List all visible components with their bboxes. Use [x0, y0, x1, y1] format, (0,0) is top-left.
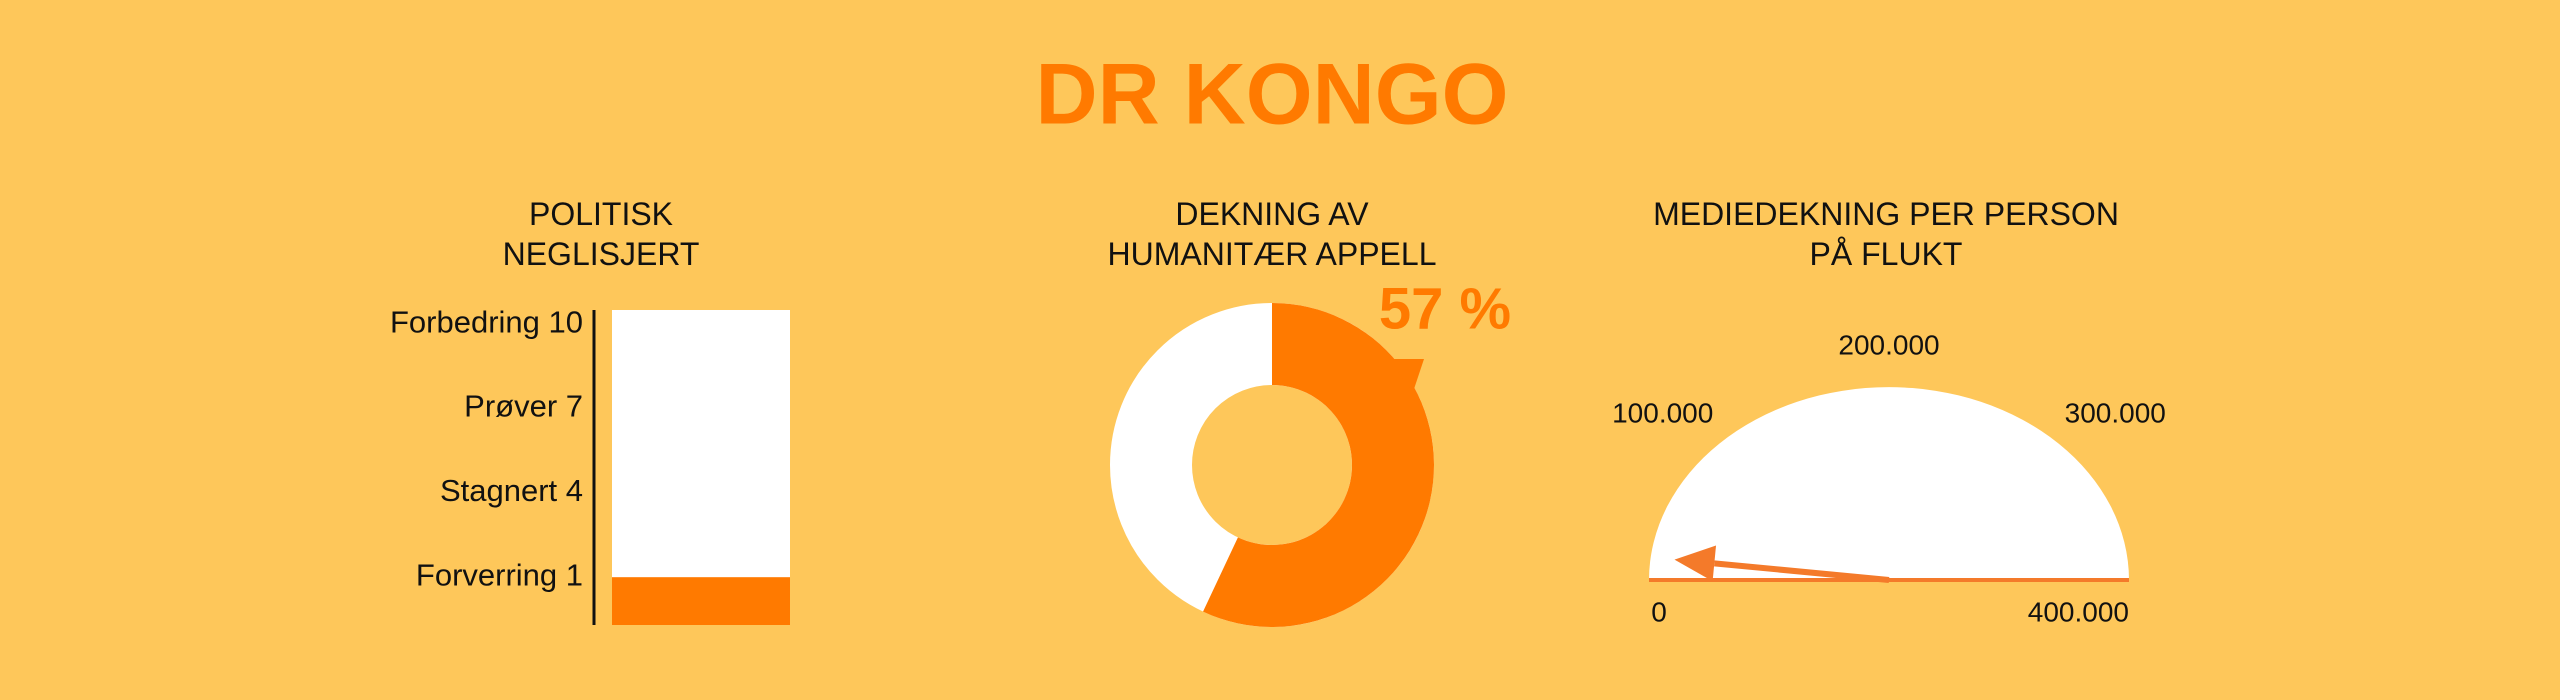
y-tick-label: Prøver 7 — [464, 389, 583, 424]
tick-label: 200.000 — [1838, 329, 1939, 360]
page-title: DR KONGO — [1036, 47, 1509, 143]
bar — [612, 577, 790, 625]
tick-label: 100.000 — [1612, 398, 1713, 429]
value-label: 57 % — [1379, 276, 1511, 341]
panel-title: POLITISK NEGLISJERT — [503, 196, 700, 272]
label-pointer — [1388, 359, 1424, 392]
y-tick-label: Stagnert 4 — [440, 473, 583, 508]
y-tick-label: Forverring 1 — [416, 557, 583, 592]
tick-label: 400.000 — [2028, 596, 2129, 627]
panel-title: MEDIEDEKNING PER PERSON PÅ FLUKT — [1653, 196, 2119, 272]
bar-background — [612, 310, 790, 625]
tick-label: 300.000 — [2065, 398, 2166, 429]
donut-segment — [1203, 303, 1434, 627]
panel-title: DEKNING AV HUMANITÆR APPELL — [1108, 196, 1437, 272]
gauge-dial — [1649, 387, 2129, 580]
y-tick-label: Forbedring 10 — [390, 304, 583, 339]
gauge-needle — [1674, 545, 1890, 583]
tick-label: 0 — [1651, 596, 1667, 627]
